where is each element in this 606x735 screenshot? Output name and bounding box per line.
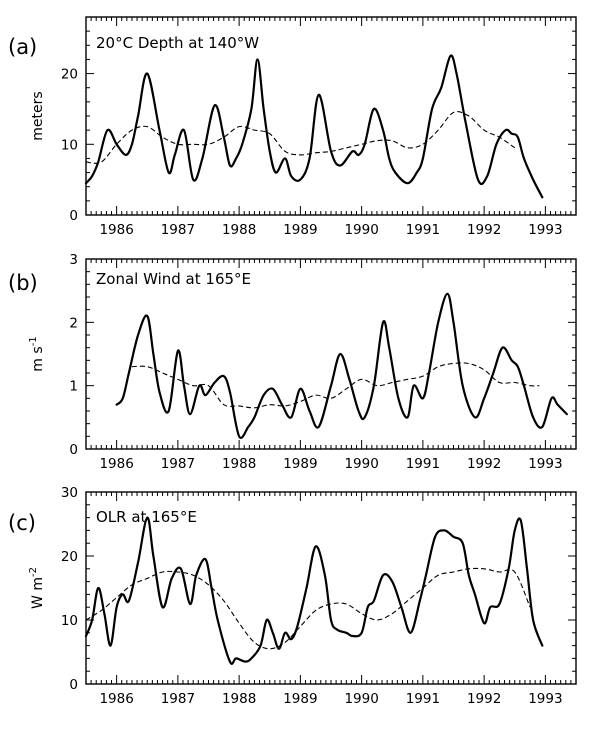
x-tick-label: 1990	[344, 456, 378, 472]
y-tick-label: 20	[61, 549, 78, 565]
series-line-solid	[84, 54, 544, 199]
x-tick-label: 1991	[406, 691, 440, 707]
y-tick-label: 30	[61, 485, 78, 501]
x-tick-label: 1991	[406, 456, 440, 472]
x-tick-label: 1986	[99, 691, 133, 707]
series-line-dashed	[85, 567, 531, 650]
x-tick-label: 1988	[222, 691, 256, 707]
y-tick-label: 10	[61, 137, 78, 153]
panel-label: (c)	[8, 511, 36, 535]
x-axis: 1986 1987 1988 1989 1990 1991 1992 1993	[85, 259, 577, 472]
y-axis-label: meters	[30, 91, 46, 140]
series-line-dashed	[85, 111, 516, 164]
x-tick-label: 1993	[528, 691, 562, 707]
panel-label: (b)	[8, 271, 38, 295]
series-group	[84, 54, 544, 199]
x-tick-label: 1992	[467, 456, 501, 472]
x-tick-label: 1992	[467, 222, 501, 238]
x-tick-label: 1993	[528, 456, 562, 472]
y-axis-label: W m-2	[28, 567, 46, 609]
series-line-solid	[115, 292, 568, 439]
x-tick-label: 1987	[161, 691, 195, 707]
x-tick-label: 1988	[222, 456, 256, 472]
panel-a: (a) 20°C Depth at 140°W meters 0 10 20 198…	[8, 16, 577, 238]
y-axis-label: m s-1	[28, 336, 46, 371]
y-tick-label: 1	[69, 379, 78, 395]
x-tick-label: 1991	[406, 222, 440, 238]
y-axis: 0 10 20	[61, 16, 576, 224]
series-line-solid	[84, 516, 544, 665]
series-group	[84, 516, 544, 665]
panel-label: (a)	[8, 35, 37, 59]
panel-title: Zonal Wind at 165°E	[96, 270, 251, 288]
y-tick-label: 20	[61, 67, 78, 83]
y-tick-label: 2	[69, 315, 78, 331]
y-axis: 0 1 2 3	[69, 252, 576, 458]
x-tick-label: 1986	[99, 222, 133, 238]
y-tick-label: 10	[61, 613, 78, 629]
x-tick-label: 1990	[344, 222, 378, 238]
x-tick-label: 1989	[283, 456, 317, 472]
x-tick-label: 1988	[222, 222, 256, 238]
series-group	[115, 292, 568, 439]
series-line-dashed	[131, 362, 540, 409]
x-tick-label: 1993	[528, 222, 562, 238]
y-tick-label: 0	[69, 208, 78, 224]
y-axis: 0 10 20 30	[61, 485, 576, 693]
x-tick-label: 1987	[161, 222, 195, 238]
x-axis: 1986 1987 1988 1989 1990 1991 1992 1993	[85, 492, 577, 707]
y-tick-label: 0	[69, 677, 78, 693]
y-tick-label: 3	[69, 252, 78, 268]
x-tick-label: 1989	[283, 691, 317, 707]
panel-title: 20°C Depth at 140°W	[96, 34, 259, 52]
x-tick-label: 1989	[283, 222, 317, 238]
x-tick-label: 1986	[99, 456, 133, 472]
y-tick-label: 0	[69, 442, 78, 458]
x-tick-label: 1987	[161, 456, 195, 472]
x-tick-label: 1992	[467, 691, 501, 707]
x-axis: 1986 1987 1988 1989 1990 1991 1992 1993	[85, 17, 577, 238]
x-tick-label: 1990	[344, 691, 378, 707]
